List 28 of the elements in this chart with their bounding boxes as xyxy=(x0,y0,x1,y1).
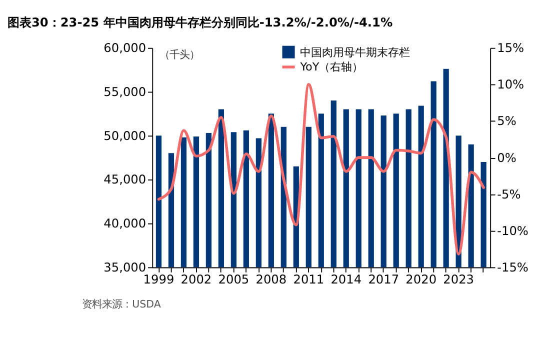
x-tick-label: 2017 xyxy=(368,272,400,287)
legend-label: 中国肉用母牛期末存栏 xyxy=(300,46,410,59)
x-tick-label: 2023 xyxy=(443,272,474,287)
y-tick-label: 50,000 xyxy=(104,128,146,143)
annotation: （千头） xyxy=(160,49,200,62)
text: 资料来源：USDA xyxy=(82,298,161,310)
y-tick-label: 60,000 xyxy=(104,41,146,56)
x-tick-label: 1999 xyxy=(143,272,174,287)
line-series xyxy=(157,83,485,256)
y-tick-label: 35,000 xyxy=(104,260,146,274)
x-tick-label: 2005 xyxy=(218,272,250,287)
y2-tick-label: 10% xyxy=(497,78,524,92)
y2-tick-label: 5% xyxy=(497,114,516,128)
y2-tick-label: 15% xyxy=(497,41,524,56)
x-tick-label: 2011 xyxy=(293,272,324,287)
x-tick-label: 2008 xyxy=(256,272,287,287)
chart-title: 图表30：23-25 年中国肉用母牛存栏分别同比-13.2%/-2.0%/-4.1% xyxy=(7,15,393,30)
y-tick-label: 55,000 xyxy=(104,84,146,99)
y2-tick-label: -5% xyxy=(497,187,521,202)
y2-tick-label: 0% xyxy=(497,150,516,165)
y2-tick-label: -15% xyxy=(497,260,528,274)
x-tick-label: 2014 xyxy=(330,272,362,287)
x-tick-label: 2020 xyxy=(406,272,437,287)
y-tick-label: 40,000 xyxy=(104,216,146,231)
x-tick-label: 2002 xyxy=(180,272,212,287)
y2-tick-label: -10% xyxy=(497,224,528,238)
legend-label: YoY（右轴） xyxy=(299,60,364,74)
y-tick-label: 45,000 xyxy=(104,172,146,187)
